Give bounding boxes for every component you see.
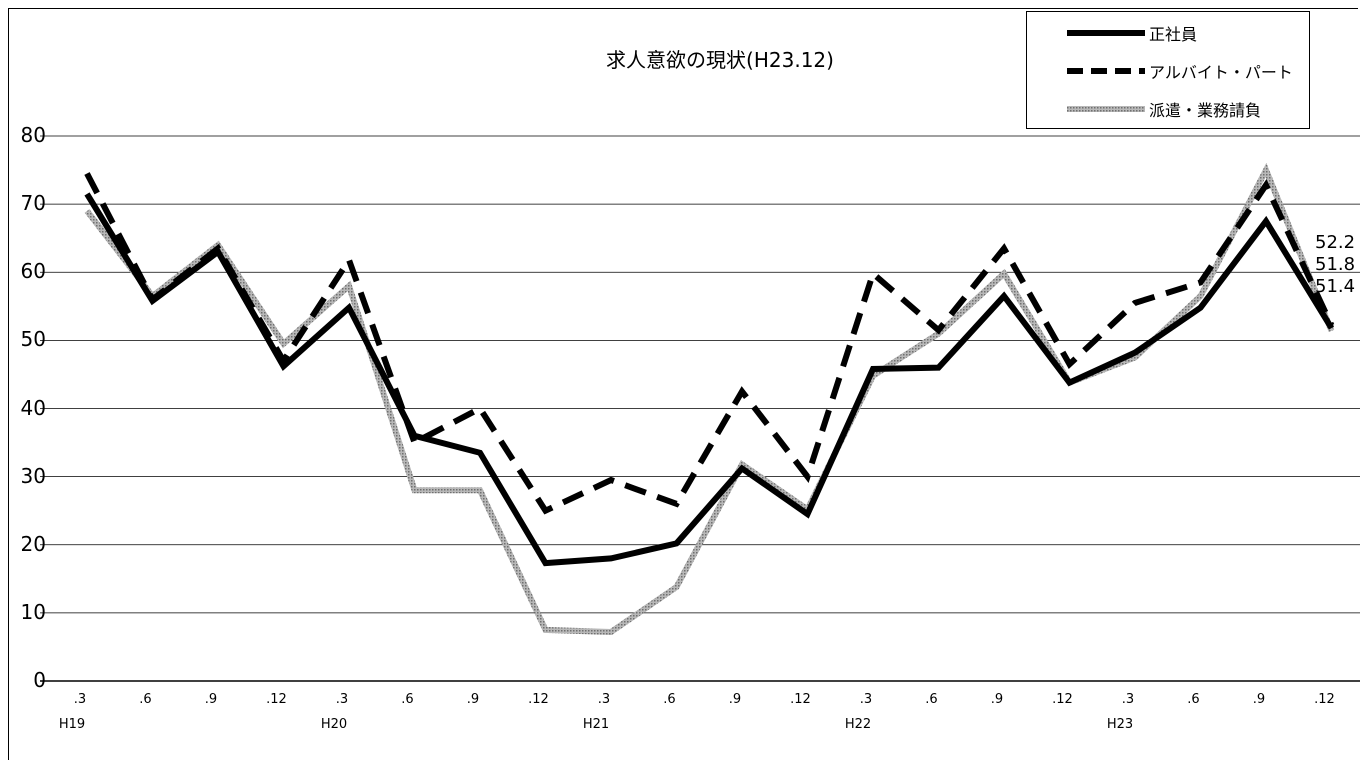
x-tick-label: .6 (401, 692, 414, 707)
legend-dashed-line-icon (1067, 68, 1145, 74)
end-label-arubaito: 52.2 (1315, 232, 1356, 253)
legend-label-haken: 派遣・業務請負 (1149, 101, 1262, 120)
y-tick-label: 20 (20, 531, 46, 556)
y-tick-label: 60 (20, 259, 46, 284)
y-tick-label: 10 (20, 599, 46, 624)
x-tick-label: .6 (139, 692, 152, 707)
x-tick-label: .3 (1121, 692, 1135, 707)
legend-label-arubaito: アルバイト・パート (1149, 63, 1293, 82)
end-label-haken: 51.4 (1315, 276, 1356, 297)
x-tick-label: .12 (528, 692, 549, 707)
x-year-label: H19 (58, 717, 86, 732)
x-year-label: H23 (1106, 717, 1134, 732)
x-tick-label: .3 (335, 692, 349, 707)
legend-item-arubaito: アルバイト・パート (1067, 56, 1293, 86)
x-tick-label: .3 (597, 692, 611, 707)
legend-item-seishain: 正社員 (1067, 18, 1197, 48)
series-line-haken (84, 162, 1335, 635)
x-year-label: H20 (320, 717, 348, 732)
legend-label-seishain: 正社員 (1149, 25, 1198, 44)
legend-solid-line-icon (1067, 30, 1145, 36)
x-tick-label: .12 (1052, 692, 1073, 707)
x-tick-label: .3 (73, 692, 87, 707)
y-tick-label: 40 (20, 395, 46, 420)
x-tick-label: .6 (663, 692, 676, 707)
x-year-label: H21 (582, 717, 610, 732)
x-tick-label: .6 (925, 692, 938, 707)
x-tick-label: .3 (859, 692, 873, 707)
y-tick-label: 70 (20, 191, 46, 216)
x-tick-label: .6 (1187, 692, 1200, 707)
y-tick-label: 50 (20, 327, 46, 352)
legend-item-haken: 派遣・業務請負 (1067, 94, 1261, 124)
legend: 正社員 アルバイト・パート 派遣・業務請負 (1026, 11, 1310, 129)
x-year-label: H22 (844, 717, 872, 732)
y-tick-label: 30 (20, 463, 46, 488)
y-tick-label: 80 (20, 123, 46, 147)
chart-frame (8, 8, 1358, 760)
x-tick-label: .12 (266, 692, 287, 707)
chart-title: 求人意欲の現状(H23.12) (606, 48, 834, 72)
x-tick-label: .9 (1252, 692, 1266, 707)
x-tick-label: .9 (728, 692, 742, 707)
x-tick-label: .9 (204, 692, 218, 707)
x-tick-label: .9 (990, 692, 1004, 707)
series-line-arubaito (84, 172, 1335, 515)
end-label-seishain: 51.8 (1315, 254, 1356, 275)
x-tick-label: .12 (790, 692, 811, 707)
y-tick-label: 0 (33, 668, 46, 692)
legend-hatched-line-icon (1067, 106, 1145, 112)
x-tick-label: .9 (466, 692, 480, 707)
x-tick-label: .12 (1314, 692, 1335, 707)
series-line-seishain (84, 192, 1335, 567)
